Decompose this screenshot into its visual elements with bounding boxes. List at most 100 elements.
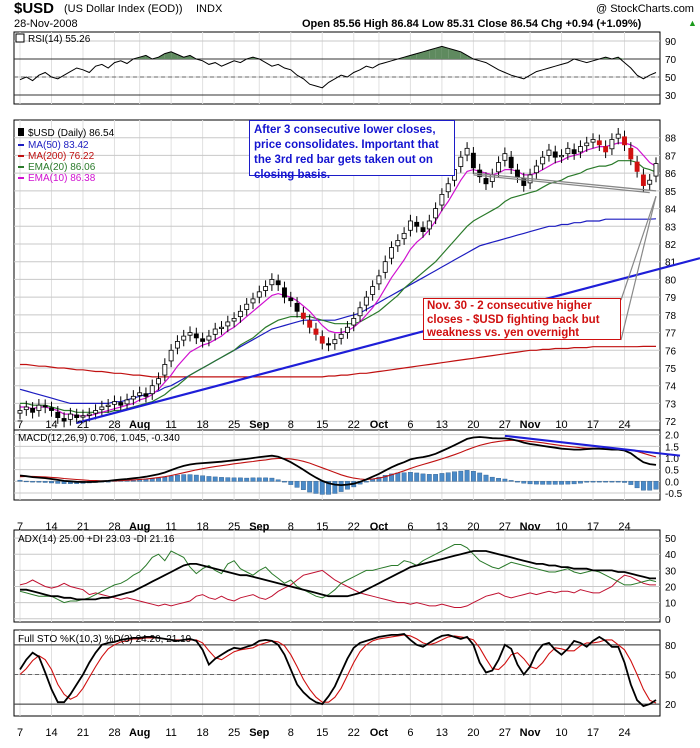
macd-histogram-bar [470,471,476,482]
price-candle [370,286,376,295]
price-candle [622,136,627,146]
price-y-tick: 74 [665,382,677,393]
macd-histogram-bar [23,480,29,483]
macd-histogram-bar [464,470,470,482]
macd-histogram-bar [363,481,369,483]
price-legend-item: MA(200) 76.22 [28,151,95,162]
price-candle [294,302,300,312]
macd-panel: -0.50.00.51.01.52.0 MACD(12,26,9) 0.706, … [13,429,683,501]
price-legend-item: EMA(10) 86.38 [28,173,96,184]
sto-label: Full STO %K(10,3) %D(3) 24.20, 21.19 [18,634,192,645]
price-candle [640,174,646,186]
consolidation-line-lower [473,174,650,194]
macd-histogram-bar [326,481,331,495]
x-tick-label: Nov [520,521,542,533]
x-tick-label: 13 [436,419,448,431]
macd-histogram-bar [49,481,54,484]
price-candle [483,178,489,185]
macd-histogram-bar [590,481,596,483]
price-candle [263,286,269,291]
adx-frame [13,529,661,623]
macd-histogram-bar [212,476,218,482]
macd-histogram-bar [313,481,319,494]
x-tick-label: 7 [17,521,23,533]
macd-histogram-bar [647,481,653,491]
price-candle [414,221,420,227]
price-candle [426,220,432,230]
rsi-y-tick: 90 [665,37,677,48]
macd-y-tick: 1.0 [665,454,679,465]
macd-histogram-bar [565,481,571,485]
macd-histogram-bar [256,477,262,482]
adx-y-tick: 30 [665,566,677,577]
macd-histogram-bar [294,481,300,488]
x-tick-label: 25 [228,727,240,739]
macd-histogram-bar [458,470,464,482]
x-axis: 7 7 7 14 14 14 21 21 21 28 28 28 Aug Aug Aug 11 11 11 18 18… [17,419,631,739]
price-candle [231,317,237,322]
price-candle [105,404,111,407]
price-candle [206,335,212,341]
rsi-frame [13,31,661,105]
macd-histogram-bar [269,477,275,482]
price-candle [502,153,508,161]
macd-histogram-bar [641,481,646,491]
price-candle [445,183,451,193]
price-y-tick: 72 [665,417,677,428]
macd-histogram-bar [546,481,552,485]
x-tick-label: Oct [370,521,389,533]
x-tick-label: 22 [348,727,360,739]
macd-histogram-bar [42,481,48,483]
price-candle [313,328,319,335]
x-tick-label: 7 [17,419,23,431]
price-candle [647,179,653,185]
up-arrow-icon: ▲ [688,18,697,28]
macd-y-tick: 0.0 [665,477,679,488]
price-candle [357,307,363,317]
price-candle [653,163,659,177]
price-y-tick: 76 [665,346,677,357]
price-y-tick: 77 [665,329,677,340]
x-tick-label: Nov [520,727,542,739]
price-legend-label: $USD (Daily) 86.54 [28,128,115,139]
price-candle [256,291,262,298]
x-tick-label: 11 [165,419,176,431]
macd-histogram-bar [168,475,174,482]
x-tick-label: 7 [17,727,23,739]
macd-histogram-bar [433,474,439,482]
price-y-tick: 80 [665,275,677,286]
macd-histogram-bar [300,481,306,490]
price-y-tick: 78 [665,311,677,322]
plus-di-line [19,544,657,604]
x-tick-label: 24 [618,727,630,739]
macd-histogram-bar [445,472,451,482]
adx-y-tick: 20 [665,582,677,593]
macd-histogram-bar [596,481,602,483]
price-candle [628,147,634,160]
price-candle [338,333,344,339]
consolidation-line-upper [473,172,657,192]
minus-di-line [19,569,656,608]
x-tick-label: 8 [288,727,294,739]
macd-histogram-bar [389,473,394,482]
price-candle [307,320,313,328]
x-tick-label: 10 [555,521,567,533]
macd-trendline [504,434,681,457]
macd-histogram-bar [307,481,313,493]
macd-histogram-bar [603,481,609,483]
chart-symbol-name: (US Dollar Index (EOD)) [64,3,183,15]
x-tick-label: Sep [249,521,269,533]
x-tick-label: 8 [288,419,294,431]
price-candle [533,165,539,174]
rsi-y-tick: 70 [665,55,677,66]
price-legend-item: EMA(20) 86.06 [28,162,96,173]
rsi-overbought-fill [423,50,430,59]
sto-y-tick: 50 [665,670,677,681]
price-candle [67,413,73,420]
price-candle [508,156,514,169]
price-candle [363,296,369,306]
price-y-tick: 85 [665,187,677,198]
macd-histogram-bar [559,481,564,485]
macd-histogram-bar [578,481,583,484]
